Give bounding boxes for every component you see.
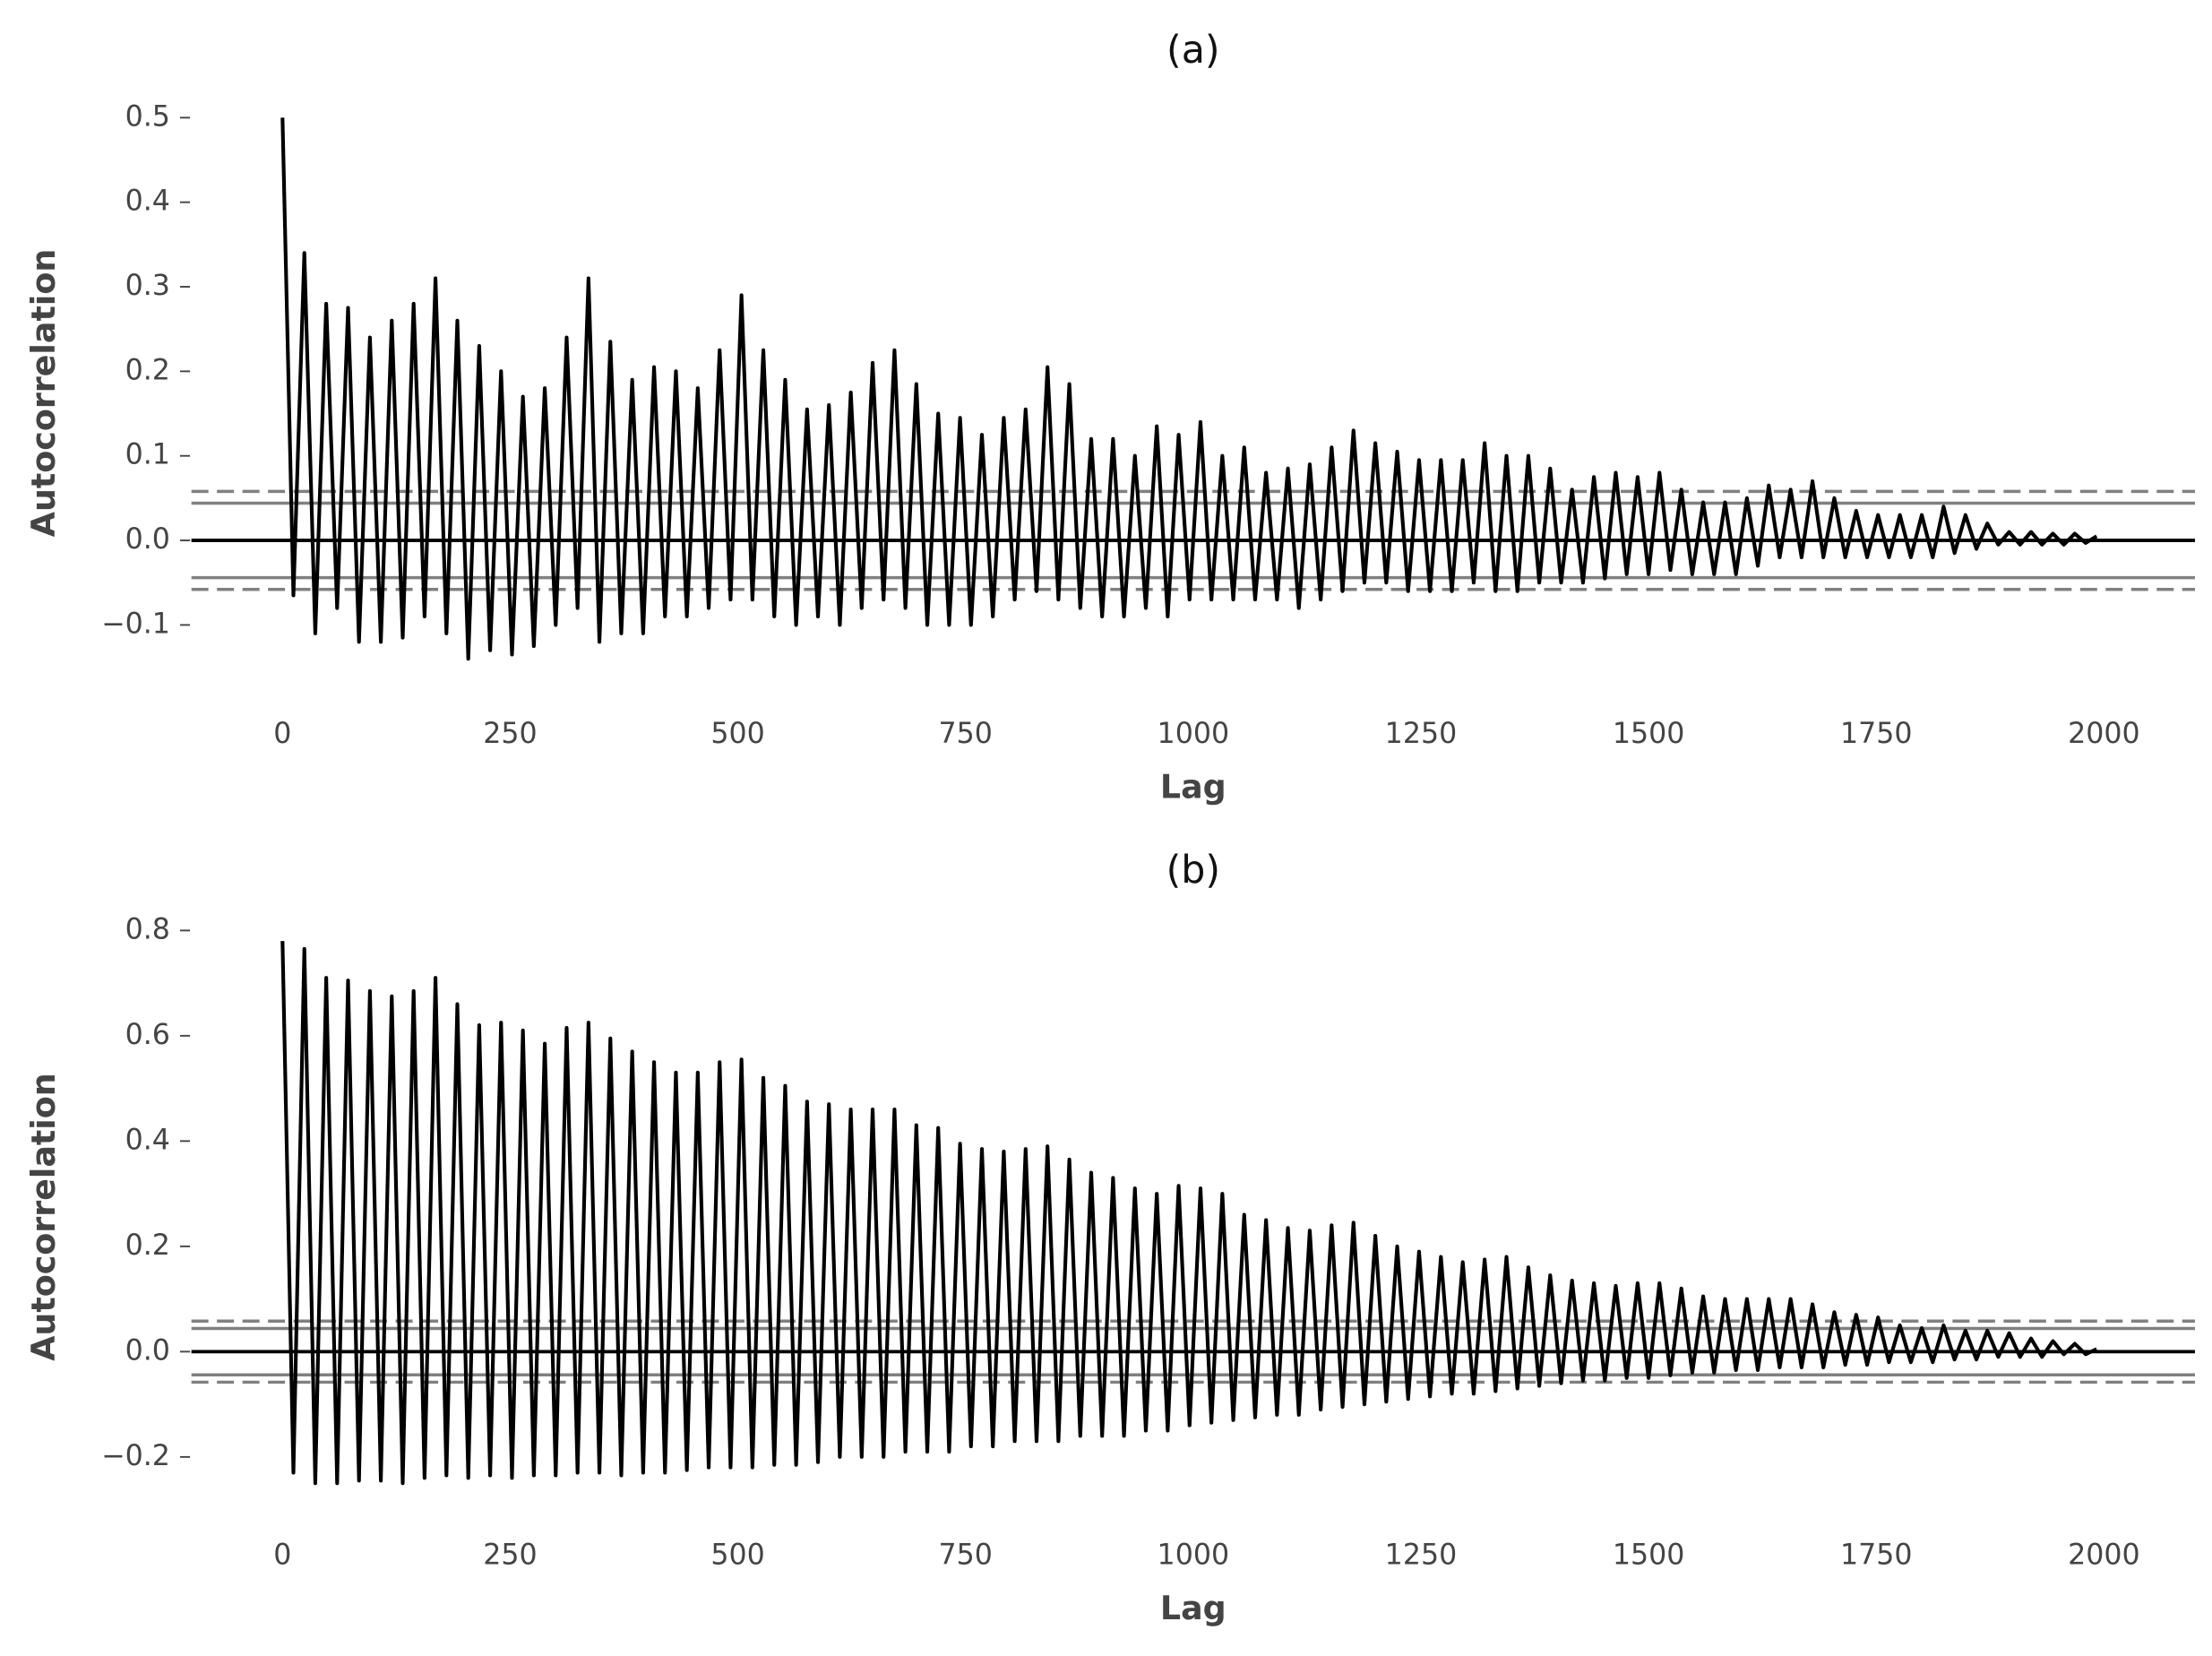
x-tick-label: 250 <box>483 718 537 750</box>
x-tick-label: 500 <box>710 1539 764 1571</box>
y-tick-label: 0.8 <box>125 913 170 945</box>
x-tick-label: 1250 <box>1385 718 1458 750</box>
y-axis-label: Autocorrelation <box>24 249 63 537</box>
y-tick-label: 0.1 <box>125 439 170 471</box>
x-tick-label: 2000 <box>2068 1539 2140 1571</box>
x-tick-label: 750 <box>939 1539 993 1571</box>
y-tick-label: 0.3 <box>125 270 170 302</box>
y-tick-label: 0.0 <box>125 1334 170 1367</box>
x-tick-label: 1750 <box>1840 1539 1913 1571</box>
x-tick-label: 1000 <box>1158 718 1230 750</box>
x-tick-label: 1750 <box>1840 718 1913 750</box>
x-tick-label: 500 <box>710 718 764 750</box>
x-tick-label: 0 <box>273 1539 291 1571</box>
x-tick-label: 750 <box>939 718 993 750</box>
x-tick-label: 250 <box>483 1539 537 1571</box>
y-axis-label: Autocorrelation <box>24 1073 63 1360</box>
y-tick-label: 0.2 <box>125 1229 170 1262</box>
y-tick-label: −0.2 <box>101 1440 170 1472</box>
x-tick-label: 1250 <box>1385 1539 1458 1571</box>
x-tick-label: 1500 <box>1613 718 1685 750</box>
y-tick-label: −0.1 <box>101 608 170 640</box>
acf-line <box>280 117 2098 661</box>
x-tick-label: 1000 <box>1158 1539 1230 1571</box>
y-tick-label: 0.6 <box>125 1019 170 1051</box>
x-tick-label: 0 <box>273 718 291 750</box>
x-tick-label: 1500 <box>1613 1539 1685 1571</box>
x-axis-label: Lag <box>1160 1589 1226 1627</box>
x-tick-label: 2000 <box>2068 718 2140 750</box>
y-tick-label: 0.0 <box>125 523 170 556</box>
acf-line <box>280 941 2098 1486</box>
y-tick-label: 0.4 <box>125 1124 170 1156</box>
chart-title: (a) <box>1166 28 1220 73</box>
y-tick-label: 0.4 <box>125 185 170 218</box>
x-axis-label: Lag <box>1160 768 1226 806</box>
y-tick-label: 0.5 <box>125 100 170 133</box>
y-tick-label: 0.2 <box>125 354 170 386</box>
chart-title: (b) <box>1166 848 1220 893</box>
